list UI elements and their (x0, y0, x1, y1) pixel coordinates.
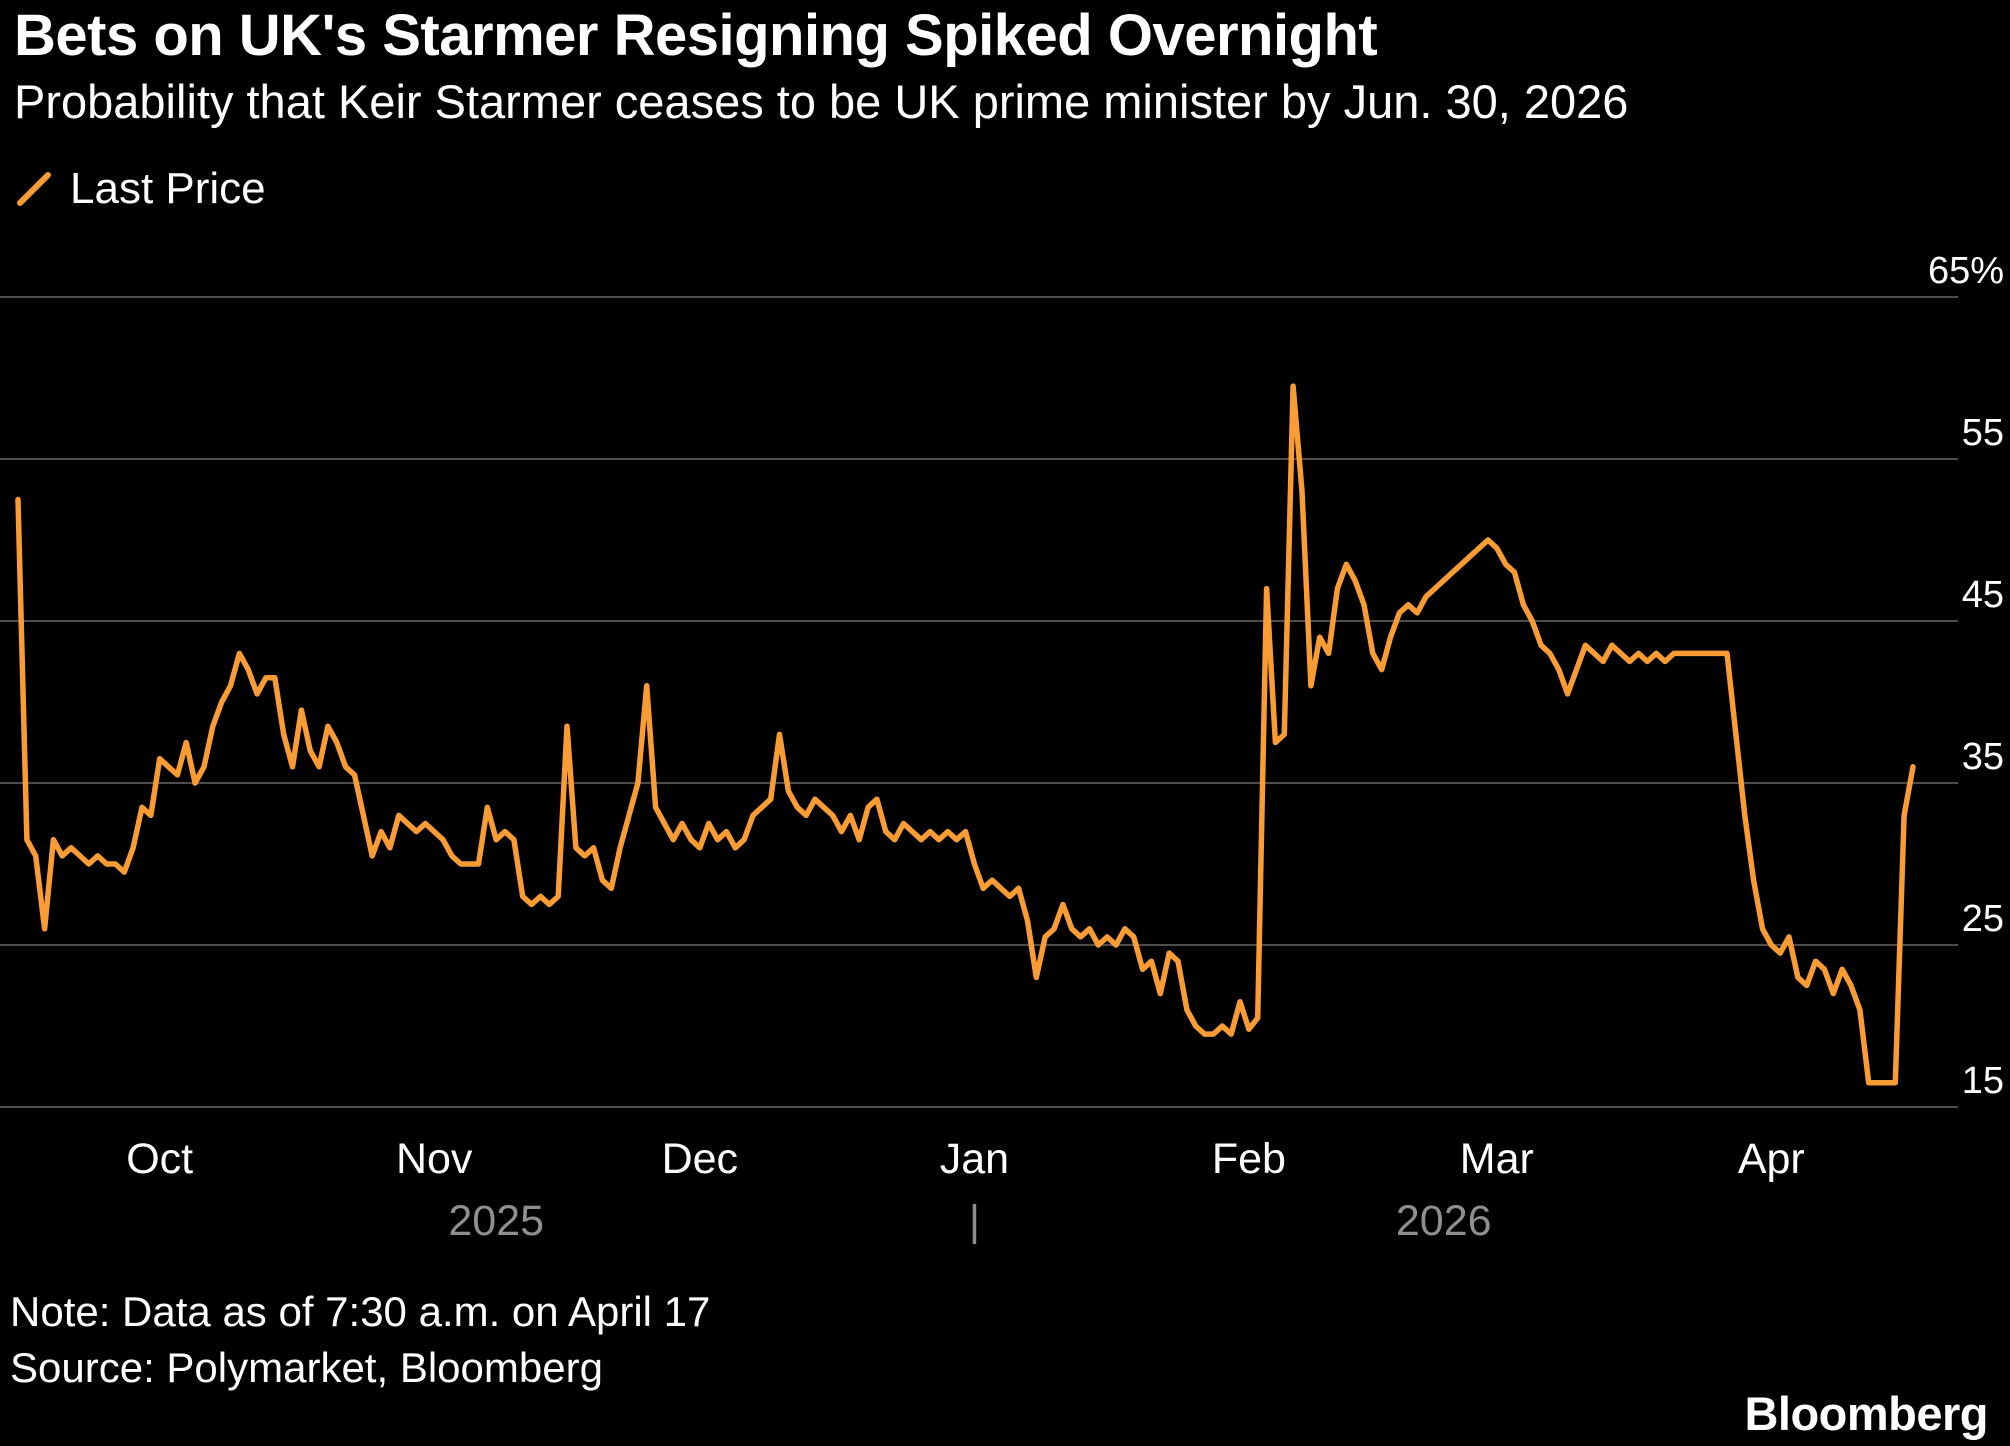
legend: Last Price (14, 164, 266, 214)
x-axis-month-label: Apr (1738, 1135, 1805, 1183)
chart-subtitle: Probability that Keir Starmer ceases to … (14, 75, 1629, 128)
x-axis-year-label: 2025 (448, 1197, 544, 1245)
legend-label: Last Price (70, 164, 266, 213)
chart-title: Bets on UK's Starmer Resigning Spiked Ov… (14, 3, 1378, 68)
x-axis-month-label: Nov (396, 1135, 473, 1183)
bloomberg-logo: Bloomberg (1744, 1387, 1988, 1440)
y-axis-label: 25 (1962, 898, 2004, 940)
y-axis-label: 35 (1962, 736, 2004, 778)
source-line: Source: Polymarket, Bloomberg (10, 1344, 603, 1391)
y-axis-label: 45 (1962, 574, 2004, 616)
x-axis-month-label: Dec (662, 1135, 738, 1183)
line-series-swatch-icon (14, 169, 54, 209)
footnote: Note: Data as of 7:30 a.m. on April 17 (10, 1288, 711, 1335)
y-axis-label: 55 (1962, 412, 2004, 454)
x-axis-month-label: Oct (126, 1135, 193, 1183)
x-axis-month-label: Mar (1460, 1135, 1534, 1183)
price-line-chart: 65% 55 45 35 25 15 Oct Nov Dec Jan Feb Mar Apr 2025 20… (0, 250, 2004, 1245)
y-axis-label: 65% (1928, 250, 2004, 292)
x-axis-year-label: 2026 (1396, 1197, 1492, 1245)
y-axis-label: 15 (1962, 1060, 2004, 1102)
price-line (15, 383, 1916, 1086)
x-axis-month-label: Jan (940, 1135, 1009, 1183)
year-divider: | (969, 1197, 980, 1245)
x-axis-month-label: Feb (1212, 1135, 1286, 1183)
